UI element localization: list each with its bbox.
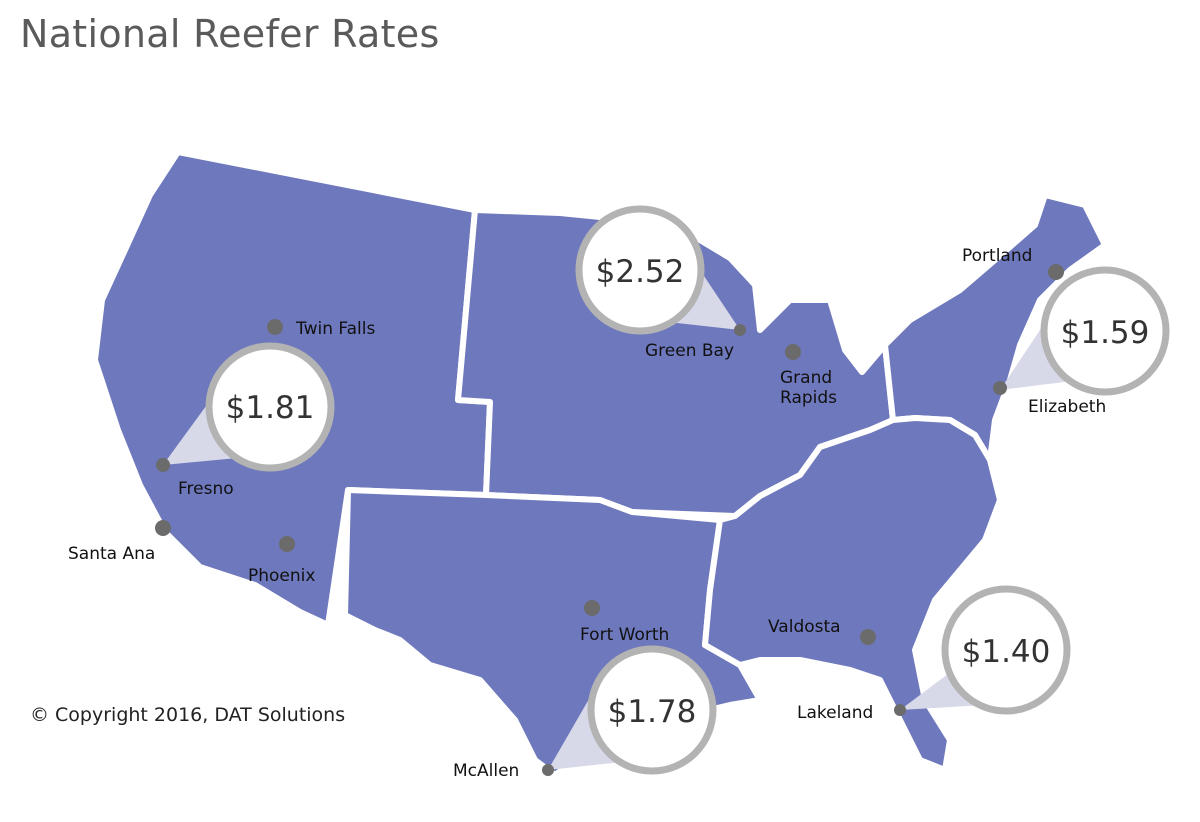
rate-ring — [1040, 266, 1170, 396]
city-label-santa-ana: Santa Ana — [68, 544, 155, 564]
copyright-notice: © Copyright 2016, DAT Solutions — [30, 704, 346, 726]
city-dot-phoenix — [279, 536, 295, 552]
rate-value: $2.52 — [596, 254, 685, 290]
city-dot-twin-falls — [267, 319, 283, 335]
city-label-line: Rapids — [780, 388, 837, 408]
city-dot-lakeland — [894, 704, 906, 716]
city-dot-grand-rapids — [785, 344, 801, 360]
city-label-portland: Portland — [962, 246, 1032, 266]
page-title: National Reefer Rates — [20, 12, 440, 56]
city-label-fresno: Fresno — [178, 479, 234, 499]
city-dot-santa-ana — [155, 520, 171, 536]
rate-ring — [575, 205, 705, 335]
rate-value: $1.78 — [608, 694, 697, 730]
city-label-green-bay: Green Bay — [645, 341, 734, 361]
city-label-lakeland: Lakeland — [797, 703, 873, 723]
rate-ring — [941, 585, 1071, 715]
city-label-twin-falls: Twin Falls — [295, 319, 375, 339]
city-dot-portland — [1048, 264, 1064, 280]
rate-value: $1.40 — [962, 634, 1051, 670]
city-labels: Twin Falls Fresno Santa Ana Phoenix Gree… — [68, 246, 1106, 781]
city-dot-valdosta — [860, 629, 876, 645]
rate-bubble-green-bay: $2.52 — [575, 205, 740, 335]
city-label-phoenix: Phoenix — [248, 566, 315, 586]
city-label-mcallen: McAllen — [453, 761, 519, 781]
city-label-elizabeth: Elizabeth — [1028, 397, 1106, 417]
city-dot-elizabeth — [993, 381, 1007, 395]
rate-bubble-mcallen: $1.78 — [548, 645, 717, 775]
rate-bubbles: $1.81 $2.52 $1.59 $1.78 $1.40 — [163, 205, 1170, 775]
city-dot-fresno — [156, 458, 170, 472]
city-label-valdosta: Valdosta — [768, 617, 841, 637]
city-label-fort-worth: Fort Worth — [580, 625, 669, 645]
city-dot-green-bay — [734, 324, 746, 336]
rate-bubble-lakeland: $1.40 — [900, 585, 1071, 715]
rate-bubble-fresno: $1.81 — [163, 342, 335, 472]
rate-value: $1.81 — [226, 390, 315, 426]
rate-ring — [205, 342, 335, 472]
city-label-line: Grand — [780, 368, 832, 388]
region-southeast — [702, 415, 1003, 773]
rate-bubble-elizabeth: $1.59 — [1000, 266, 1170, 396]
city-dot-fort-worth — [584, 600, 600, 616]
rate-ring — [587, 645, 717, 775]
city-label-grand-rapids: Grand Rapids — [780, 368, 838, 408]
rate-value: $1.59 — [1061, 315, 1150, 351]
city-markers — [155, 264, 1064, 776]
city-dot-mcallen — [542, 764, 554, 776]
